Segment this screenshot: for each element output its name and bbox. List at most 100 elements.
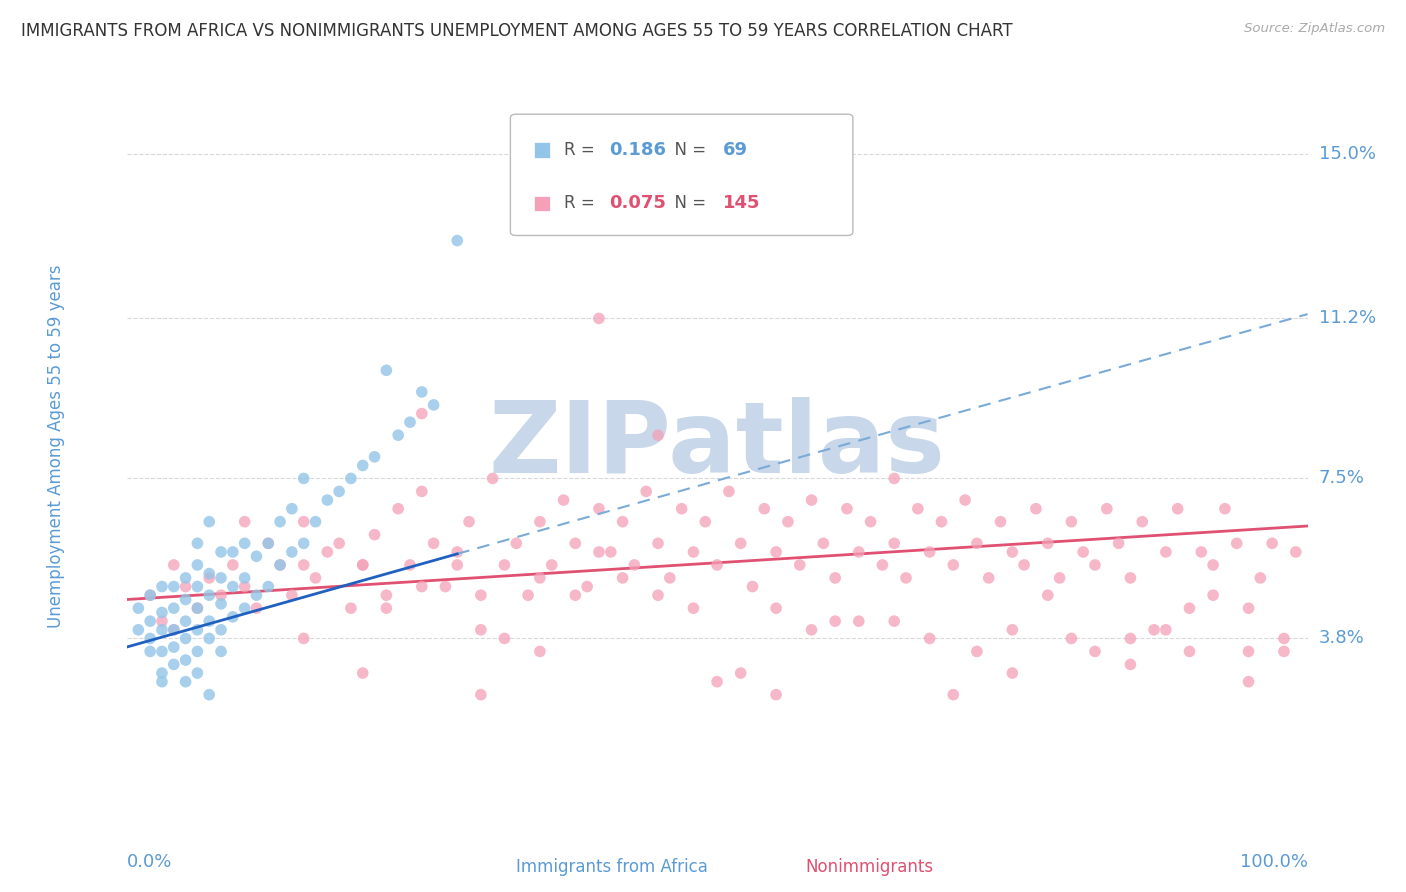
Point [233, 580, 256, 594]
Point [529, 515, 551, 529]
Point [953, 493, 976, 508]
FancyBboxPatch shape [510, 114, 853, 235]
Point [328, 484, 350, 499]
Point [1154, 545, 1177, 559]
Point [198, 588, 221, 602]
Point [411, 407, 433, 421]
Text: 11.2%: 11.2% [1319, 310, 1376, 327]
Point [150, 606, 173, 620]
Point [765, 545, 787, 559]
Point [375, 588, 398, 602]
FancyBboxPatch shape [770, 858, 796, 876]
Point [387, 501, 409, 516]
Point [328, 536, 350, 550]
Point [209, 597, 232, 611]
Point [612, 571, 634, 585]
Point [1154, 623, 1177, 637]
Point [813, 536, 835, 550]
Point [1119, 632, 1142, 646]
Point [127, 601, 149, 615]
Point [163, 623, 186, 637]
Point [446, 234, 468, 248]
Point [186, 536, 208, 550]
Text: 0.075: 0.075 [609, 194, 665, 212]
Point [682, 545, 704, 559]
Point [222, 610, 245, 624]
Point [186, 601, 208, 615]
Point [233, 571, 256, 585]
Point [717, 484, 740, 499]
Point [706, 674, 728, 689]
Point [186, 623, 208, 637]
Point [883, 536, 905, 550]
Point [411, 384, 433, 399]
Point [824, 571, 846, 585]
Point [198, 566, 221, 581]
Point [907, 501, 929, 516]
Point [1084, 558, 1107, 572]
Point [872, 558, 894, 572]
Point [1071, 545, 1094, 559]
Text: N =: N = [664, 141, 711, 159]
Text: ZIPatlas: ZIPatlas [489, 398, 945, 494]
Point [1049, 571, 1071, 585]
Point [564, 588, 586, 602]
Point [599, 545, 621, 559]
Point [588, 545, 610, 559]
Point [1108, 536, 1130, 550]
Point [446, 558, 468, 572]
Point [387, 428, 409, 442]
Point [422, 398, 444, 412]
Point [139, 588, 162, 602]
Point [636, 484, 658, 499]
Point [481, 471, 503, 485]
Point [1272, 632, 1295, 646]
Point [269, 558, 291, 572]
Point [529, 644, 551, 658]
Point [647, 536, 669, 550]
Point [198, 632, 221, 646]
Point [245, 549, 267, 564]
Point [824, 614, 846, 628]
Text: 0.0%: 0.0% [127, 853, 172, 871]
Text: 15.0%: 15.0% [1319, 145, 1375, 163]
Point [139, 588, 162, 602]
Point [1272, 644, 1295, 658]
Point [399, 415, 422, 429]
Point [292, 558, 315, 572]
Point [174, 614, 197, 628]
Point [127, 623, 149, 637]
Point [859, 515, 882, 529]
Point [340, 471, 363, 485]
Point [1178, 644, 1201, 658]
Point [150, 644, 173, 658]
Point [529, 571, 551, 585]
Point [1119, 657, 1142, 672]
Text: 69: 69 [723, 141, 748, 159]
Point [222, 545, 245, 559]
Point [269, 515, 291, 529]
Point [257, 580, 280, 594]
Point [139, 614, 162, 628]
Point [730, 666, 752, 681]
Point [848, 545, 870, 559]
Point [257, 536, 280, 550]
Point [363, 527, 385, 541]
Point [894, 571, 917, 585]
Point [1261, 536, 1284, 550]
Point [446, 545, 468, 559]
Point [198, 688, 221, 702]
Point [470, 623, 492, 637]
Point [1202, 588, 1225, 602]
Point [222, 580, 245, 594]
Point [754, 501, 776, 516]
Point [658, 571, 681, 585]
Point [198, 571, 221, 585]
Point [494, 632, 516, 646]
Point [222, 558, 245, 572]
Point [292, 515, 315, 529]
Point [1036, 536, 1059, 550]
Point [209, 588, 232, 602]
Point [174, 592, 197, 607]
Point [411, 580, 433, 594]
